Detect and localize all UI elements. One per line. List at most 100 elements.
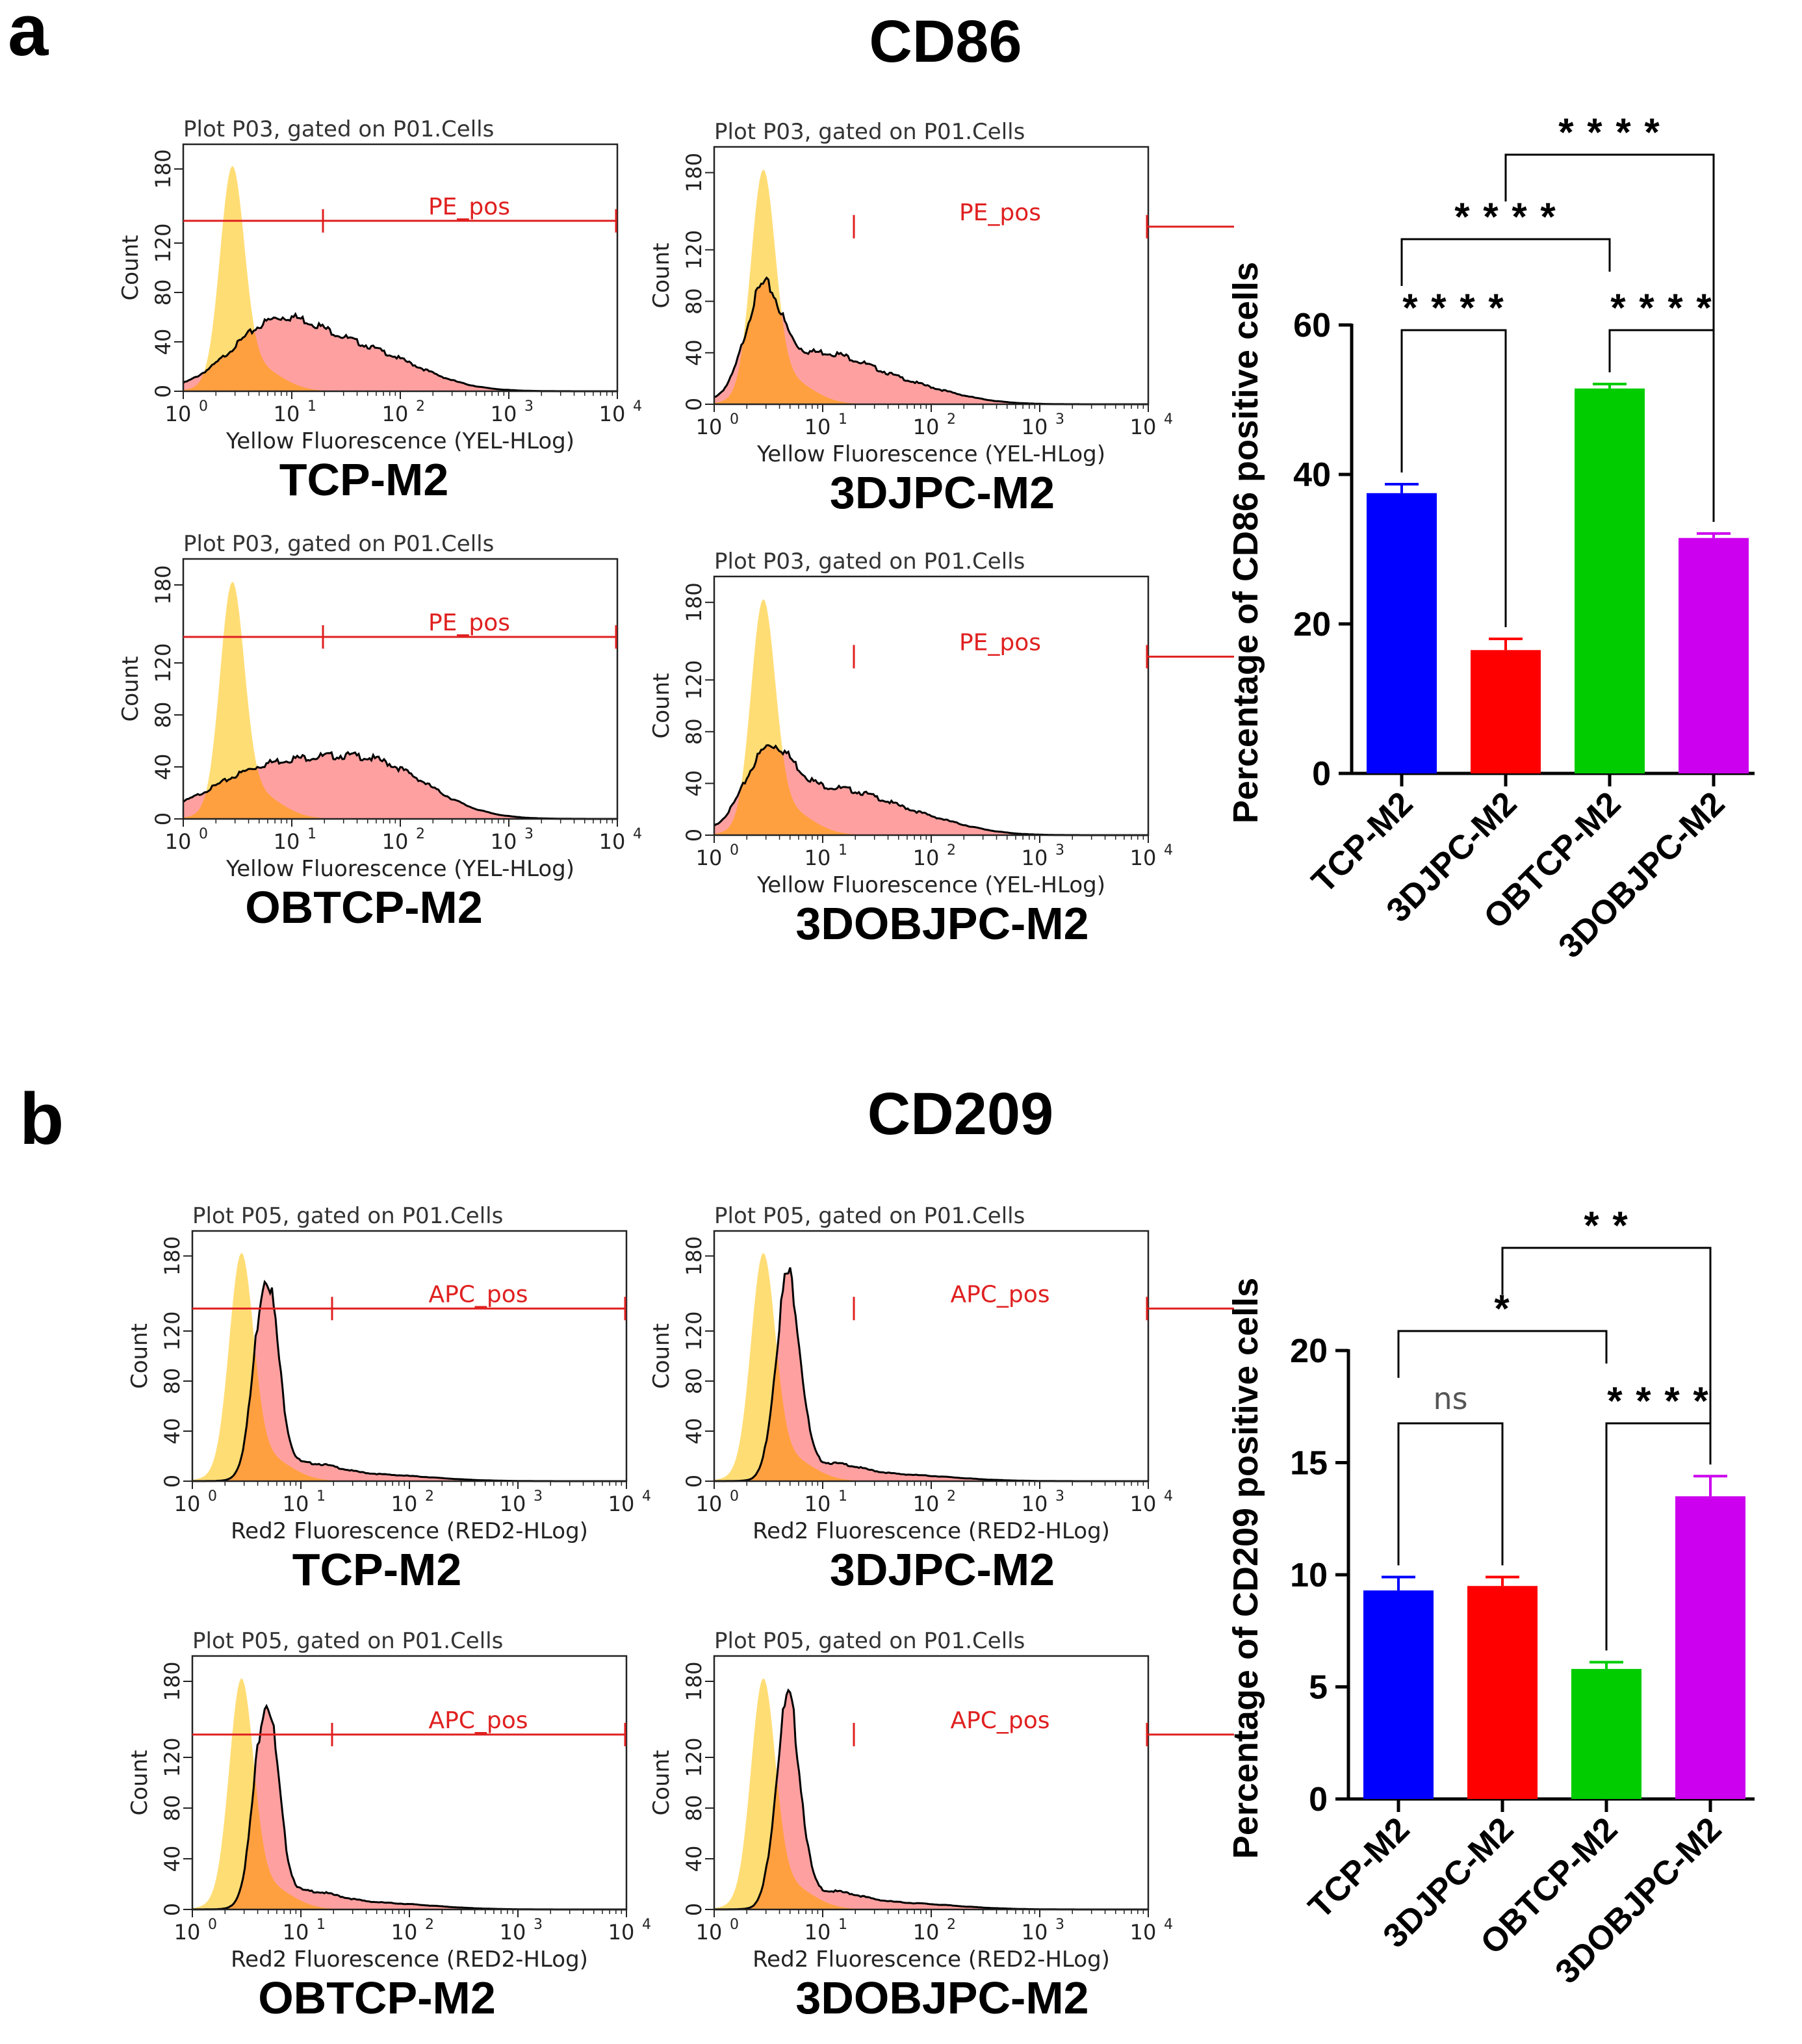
y-tick-label: 180 bbox=[160, 1236, 185, 1276]
overlap-histogram bbox=[714, 1781, 1148, 1909]
x-tick-exp: 2 bbox=[425, 1488, 434, 1505]
x-tick-exp: 3 bbox=[534, 1917, 543, 1933]
red-sample-histogram bbox=[183, 314, 617, 391]
group-label-tcp-m2: TCP-M2 bbox=[292, 1544, 462, 1595]
x-tick-exp: 4 bbox=[1164, 411, 1173, 428]
x-tick-exp: 4 bbox=[1164, 1917, 1173, 1933]
significance-bracket bbox=[1504, 153, 1715, 522]
x-tick-base: 10 bbox=[599, 829, 626, 854]
significance-label: * * * * bbox=[1607, 1379, 1709, 1423]
bar-3dobjpc-m2 bbox=[1679, 537, 1749, 773]
bar-chart-cd86: 0 20 40 60 Percentage of CD86 positive cells… bbox=[1226, 110, 1755, 965]
red-sample-histogram bbox=[714, 278, 1148, 404]
x-tick-exp: 2 bbox=[425, 1917, 434, 1933]
x-tick-base: 10 bbox=[391, 1920, 418, 1945]
x-tick-base: 10 bbox=[391, 1492, 418, 1516]
y-tick-label: 0 bbox=[151, 385, 175, 398]
x-tick-base: 10 bbox=[174, 1920, 201, 1945]
y-tick-label: 40 bbox=[1293, 456, 1331, 494]
significance-label: * * * * bbox=[1610, 286, 1712, 330]
x-tick-base: 10 bbox=[696, 415, 723, 439]
y-tick-label: 0 bbox=[1312, 755, 1331, 793]
x-tick-exp: 3 bbox=[534, 1488, 543, 1505]
gate-label: APC_pos bbox=[950, 1707, 1049, 1734]
x-tick-exp: 2 bbox=[416, 398, 425, 415]
gate-label: PE_pos bbox=[959, 629, 1041, 656]
plot-title: Plot P03, gated on P01.Cells bbox=[183, 531, 494, 557]
plot-title: Plot P03, gated on P01.Cells bbox=[183, 116, 494, 142]
y-tick-label: 60 bbox=[1293, 307, 1331, 344]
red-sample-histogram bbox=[192, 1706, 626, 1909]
x-tick-base: 10 bbox=[1022, 1492, 1048, 1516]
y-tick-label: 40 bbox=[160, 1846, 185, 1872]
gate-label: PE_pos bbox=[428, 610, 510, 636]
x-tick-base: 10 bbox=[696, 846, 723, 870]
x-tick-base: 10 bbox=[1022, 1920, 1048, 1945]
group-label-3dobjpc-m2: 3DOBJPC-M2 bbox=[795, 1973, 1088, 2023]
red-sample-histogram bbox=[192, 1282, 626, 1481]
x-tick-base: 10 bbox=[1130, 846, 1157, 870]
x-tick-base: 10 bbox=[804, 415, 831, 439]
plot-title: Plot P05, gated on P01.Cells bbox=[192, 1203, 503, 1229]
bar-3djpc-m2 bbox=[1467, 1586, 1538, 1799]
y-tick-label: 120 bbox=[160, 1311, 185, 1351]
x-tick-exp: 0 bbox=[199, 826, 208, 842]
x-tick-base: 10 bbox=[500, 1492, 526, 1516]
x-tick-exp: 4 bbox=[642, 1917, 651, 1933]
x-tick-exp: 0 bbox=[208, 1488, 217, 1505]
bar-obtcp-m2 bbox=[1571, 1668, 1641, 1799]
y-tick-label: 80 bbox=[682, 1795, 706, 1822]
y-tick-label: 40 bbox=[682, 339, 706, 366]
x-axis-label: Red2 Fluorescence (RED2-HLog) bbox=[753, 1947, 1110, 1973]
x-tick-exp: 1 bbox=[307, 826, 316, 842]
x-tick-exp: 1 bbox=[307, 398, 316, 415]
x-tick-exp: 0 bbox=[730, 1917, 739, 1933]
significance-label: * bbox=[1494, 1287, 1510, 1330]
red-sample-histogram bbox=[714, 1267, 1148, 1481]
bar-3djpc-m2 bbox=[1471, 650, 1541, 773]
x-tick-exp: 1 bbox=[838, 1917, 847, 1933]
y-tick-label: 80 bbox=[151, 702, 175, 729]
plot-title: Plot P03, gated on P01.Cells bbox=[714, 549, 1025, 575]
x-tick-base: 10 bbox=[1022, 415, 1048, 439]
group-label-tcp-m2: TCP-M2 bbox=[279, 454, 449, 505]
x-tick-base: 10 bbox=[804, 1492, 831, 1516]
y-tick-label: 40 bbox=[682, 1846, 706, 1872]
significance-bracket bbox=[1501, 1247, 1712, 1465]
x-tick-exp: 3 bbox=[1055, 1917, 1064, 1933]
y-tick-label: 120 bbox=[682, 1737, 706, 1777]
significance-label: * * * * bbox=[1454, 195, 1556, 239]
x-tick-exp: 2 bbox=[947, 411, 956, 428]
y-tick-label: 180 bbox=[151, 565, 175, 604]
y-tick-label: 80 bbox=[682, 718, 706, 745]
panel-letter-b: b bbox=[19, 1078, 64, 1159]
x-tick-exp: 0 bbox=[730, 842, 739, 859]
y-tick-label: 80 bbox=[151, 279, 175, 306]
x-tick-base: 10 bbox=[1130, 415, 1157, 439]
gate-label: APC_pos bbox=[428, 1707, 528, 1734]
x-tick-exp: 4 bbox=[642, 1488, 651, 1505]
y-tick-label: 80 bbox=[160, 1795, 185, 1822]
significance-label: * * bbox=[1584, 1204, 1628, 1247]
group-label-obtcp-m2: OBTCP-M2 bbox=[245, 882, 483, 933]
x-tick-exp: 0 bbox=[730, 1488, 739, 1505]
y-tick-label: 80 bbox=[160, 1368, 185, 1395]
gate-label: APC_pos bbox=[950, 1281, 1049, 1308]
y-tick-label: 20 bbox=[1293, 606, 1331, 643]
x-tick-exp: 3 bbox=[1055, 842, 1064, 859]
y-tick-label: 120 bbox=[151, 643, 175, 682]
y-tick-label: 0 bbox=[160, 1475, 185, 1488]
y-axis-label: Percentage of CD209 positive cells bbox=[1226, 1278, 1265, 1859]
x-tick-base: 10 bbox=[1130, 1492, 1157, 1516]
significance-bracket bbox=[1397, 1330, 1608, 1378]
group-label-3djpc-m2: 3DJPC-M2 bbox=[830, 1544, 1055, 1595]
yellow-isotype-histogram bbox=[714, 1678, 1148, 1909]
x-tick-base: 10 bbox=[913, 1920, 940, 1945]
y-tick-label: 120 bbox=[682, 230, 706, 270]
x-tick-base: 10 bbox=[174, 1492, 201, 1516]
x-tick-exp: 0 bbox=[208, 1917, 217, 1933]
